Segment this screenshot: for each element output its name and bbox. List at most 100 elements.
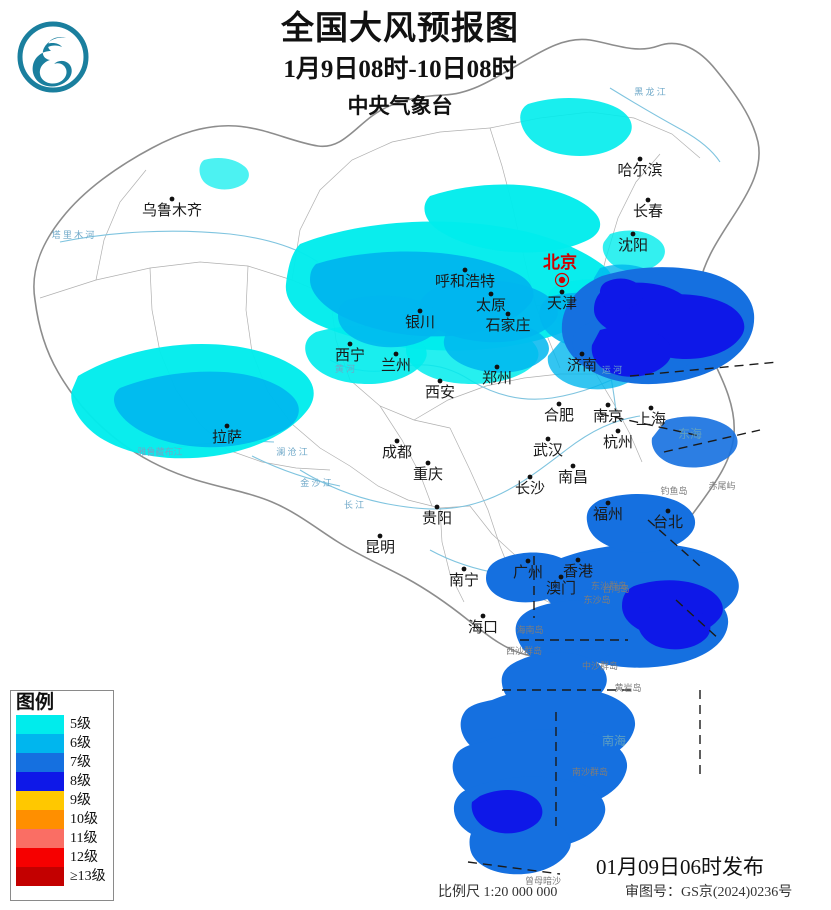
city-dot [556,401,562,407]
city-label: 郑州 [482,370,512,387]
city-dot [425,460,431,466]
sea-label: 海南岛 [516,624,543,635]
city-dot [437,378,443,384]
title-block: 全国大风预报图 1月9日08时-10日08时 中央气象台 [250,8,550,122]
river-labels-group: 塔 里 木 河 黑 龙 江黄 河长 江 运 河澜 沧 江金 沙 江 雅鲁藏布江 [52,86,666,510]
release-time: 01月09日06时发布 [596,855,764,879]
city-label: 天津 [547,295,577,312]
city-label: 太原 [476,297,506,314]
sea-label: 台湾岛 [602,583,629,594]
legend-row: 11级 [16,829,113,848]
city-dot [630,231,636,237]
issuing-agency: 中央气象台 [347,94,453,118]
city-label: 石家庄 [485,316,530,334]
capital-label-group: 北京 [543,252,577,288]
sea-label: 中沙群岛 [582,660,618,671]
city-label: 长春 [633,203,663,220]
city-label: 长沙 [515,480,545,497]
city-label: 银川 [405,314,435,331]
city-label: 兰州 [381,357,411,374]
sea-label: 南海 [602,733,626,748]
city-dot [527,474,533,480]
page-title: 全国大风预报图 [281,11,519,47]
legend-row: 6级 [16,734,113,753]
river-label: 金 沙 江 [300,477,332,488]
city-label: 贵阳 [422,510,452,527]
city-dot [545,436,551,442]
legend-row: 7级 [16,753,113,772]
city-label: 香港 [563,563,593,580]
dashed-boundary-lines [467,361,779,875]
capital-label: 北京 [543,252,577,272]
sea-label: 钓鱼岛 [660,485,687,496]
city-dot [347,341,353,347]
legend-row: 8级 [16,772,113,791]
sea-label: 东沙群岛 [591,580,627,591]
city-dot [605,500,611,506]
city-label: 呼和浩特 [435,273,495,290]
legend-swatch [16,734,64,753]
river-label: 黄 河 [335,363,355,374]
legend-label: 5级 [70,717,91,732]
city-label: 澳门 [546,580,576,597]
forecast-period: 1月9日08时-10日08时 [283,56,517,83]
sea-label: 黄岩岛 [614,682,641,693]
city-dot [480,613,486,619]
legend-label: 8级 [70,774,91,789]
city-label: 昆明 [365,539,395,556]
city-label: 南昌 [558,469,588,486]
legend-swatch [16,829,64,848]
city-dot [575,557,581,563]
legend-row: 10级 [16,810,113,829]
city-dot [645,197,651,203]
legend-row: 5级 [16,715,113,734]
logo-dragon-head [47,43,62,47]
city-dot [570,463,576,469]
city-label: 沈阳 [618,237,648,254]
city-dot [417,308,423,314]
city-dot [169,196,175,202]
sea-label: 赤尾屿 [708,481,735,491]
legend-rows: 5级 6级 7级 8级 9级 10级 11级 12级 ≥13级 [16,715,113,886]
city-label: 福州 [593,506,623,523]
legend-row: ≥13级 [16,867,113,886]
city-dot [665,508,671,514]
city-label: 南京 [593,408,623,425]
legend-title: 图例 [16,692,55,713]
legend-row: 12级 [16,848,113,867]
city-label: 广州 [513,564,543,581]
city-label: 哈尔滨 [617,162,662,179]
legend-label: 7级 [70,755,91,770]
river-label: 运 河 [602,364,622,375]
legend-label: 9级 [70,793,91,808]
city-dot [559,289,565,295]
city-label: 合肥 [544,407,574,424]
city-label: 西安 [425,384,455,401]
city-label: 济南 [567,357,597,374]
logo-ring [17,21,89,93]
city-dot [462,267,468,273]
city-label: 杭州 [603,434,633,451]
city-dot [224,423,230,429]
city-dot [377,533,383,539]
city-label: 重庆 [413,466,443,483]
sea-label: 东沙岛 [583,594,610,605]
legend-box: 图例 5级 6级 7级 8级 9级 10级 11级 12级 ≥13级 [10,690,114,901]
city-label: 上海 [636,411,666,428]
city-dot [505,311,511,317]
sea-label: 东海 [678,426,702,441]
city-label: 海口 [468,619,498,636]
city-label: 武汉 [533,442,563,459]
city-label: 台北 [653,514,683,531]
legend-swatch [16,848,64,867]
capital-ring [554,272,570,288]
legend-swatch [16,715,64,734]
city-dot [394,438,400,444]
map-scale: 比例尺 1:20 000 000 [438,885,558,900]
sea-label: 西沙群岛 [506,645,542,656]
city-dot [461,566,467,572]
city-dot [605,402,611,408]
